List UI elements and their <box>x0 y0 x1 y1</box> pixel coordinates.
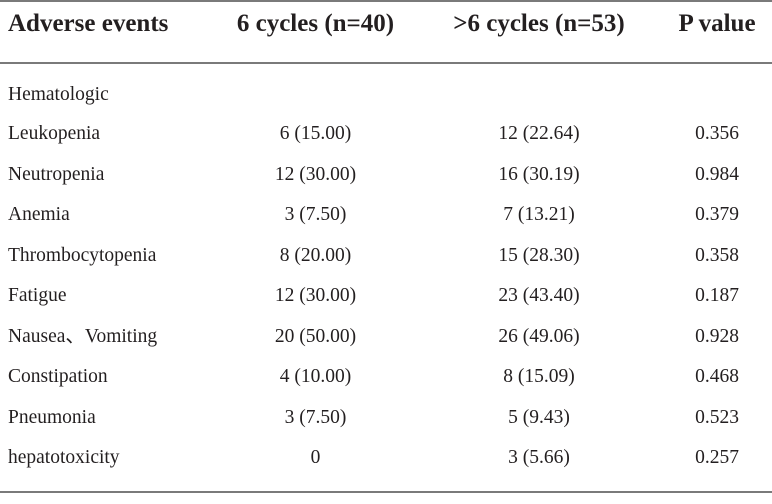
cell-more-cycles: 7 (13.21) <box>503 204 575 225</box>
header-rule <box>0 62 772 64</box>
cell-six-cycles: 20 (50.00) <box>274 325 357 347</box>
cell-six-cycles: 3 (7.50) <box>284 204 347 225</box>
cell-adverse-event: Nausea、Vomiting <box>8 325 158 347</box>
cell-six-cycles: 12 (30.00) <box>274 163 357 185</box>
cell-adverse-event: Anemia <box>8 204 70 225</box>
cell-more-cycles: 26 (49.06) <box>498 325 580 347</box>
cell-six-cycles: 3 (7.50) <box>284 406 347 428</box>
header-adverse-events: Adverse events <box>8 10 169 37</box>
cell-more-cycles: 12 (22.64) <box>498 123 580 144</box>
cell-more-cycles: 8 (15.09) <box>503 366 575 387</box>
cell-six-cycles: 12 (30.00) <box>274 285 357 306</box>
cell-p-value: 0.358 <box>695 244 739 266</box>
cell-p-value: 0.984 <box>695 163 739 185</box>
top-rule <box>0 0 772 2</box>
cell-more-cycles: 5 (9.43) <box>508 406 570 428</box>
cell-adverse-event: Constipation <box>8 366 108 387</box>
cell-six-cycles: 4 (10.00) <box>279 366 352 387</box>
cell-p-value: 0.523 <box>695 406 739 428</box>
cell-p-value: 0.257 <box>695 447 739 468</box>
cell-more-cycles: 3 (5.66) <box>508 447 570 468</box>
cell-adverse-event: Fatigue <box>8 285 67 306</box>
cell-more-cycles: 15 (28.30) <box>498 244 580 266</box>
cell-more-cycles: 16 (30.19) <box>498 163 580 185</box>
cell-adverse-event: hepatotoxicity <box>8 447 120 468</box>
cell-p-value: 0.468 <box>695 366 739 387</box>
cell-adverse-event: Neutropenia <box>8 163 105 185</box>
section-label-hematologic: Hematologic <box>8 84 109 105</box>
cell-six-cycles: 6 (15.00) <box>279 123 352 144</box>
cell-six-cycles: 8 (20.00) <box>279 244 352 266</box>
cell-p-value: 0.379 <box>695 204 739 225</box>
header-more-cycles: >6 cycles (n=53) <box>453 10 625 37</box>
header-six-cycles: 6 cycles (n=40) <box>236 10 395 37</box>
cell-adverse-event: Leukopenia <box>8 123 101 144</box>
cell-adverse-event: Thrombocytopenia <box>8 244 157 266</box>
cell-more-cycles: 23 (43.40) <box>498 285 580 306</box>
cell-p-value: 0.187 <box>695 285 739 306</box>
cell-adverse-event: Pneumonia <box>8 406 96 428</box>
header-p-value: P value <box>678 10 756 37</box>
cell-p-value: 0.356 <box>695 123 739 144</box>
cell-six-cycles: 0 <box>310 447 321 468</box>
cell-p-value: 0.928 <box>695 325 739 347</box>
bottom-rule <box>0 491 772 493</box>
